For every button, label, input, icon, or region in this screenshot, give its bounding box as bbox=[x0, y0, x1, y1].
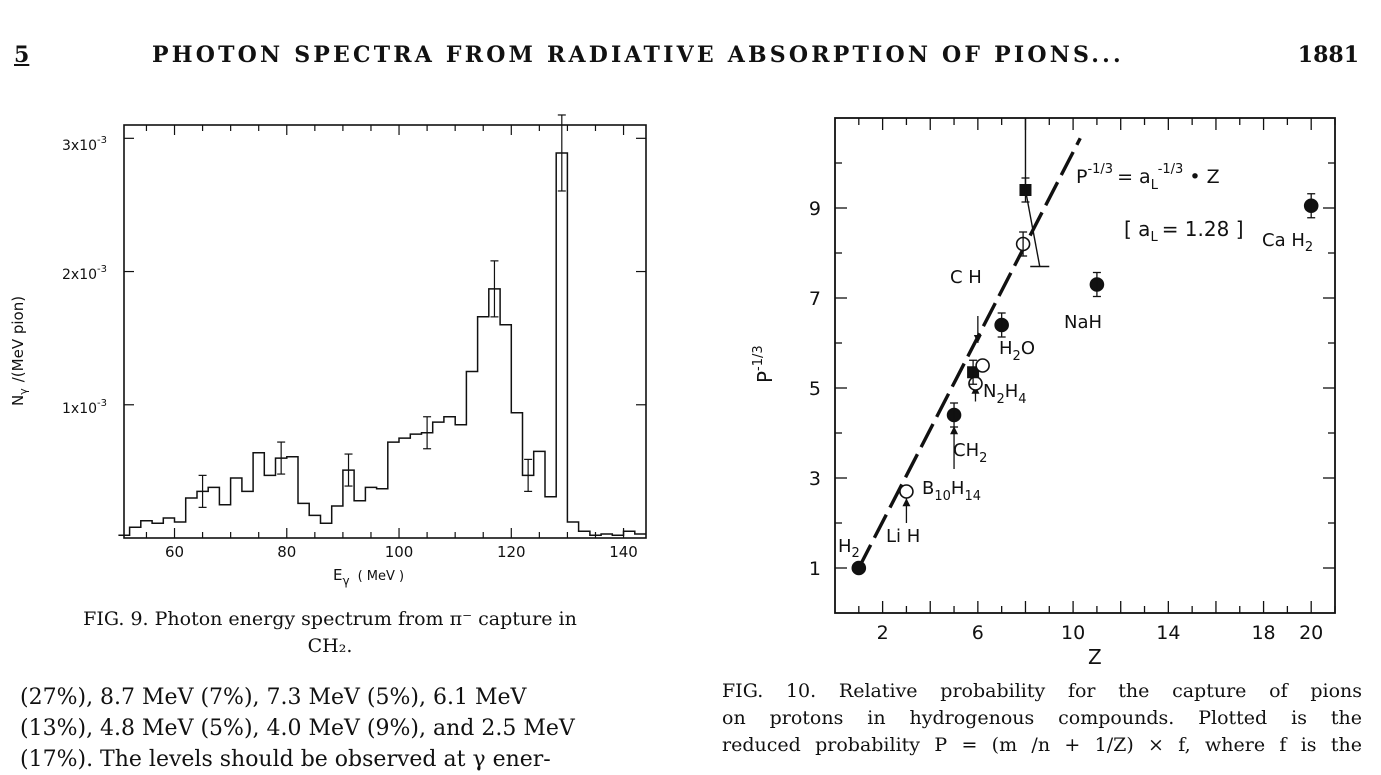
fig10-fit-line bbox=[857, 137, 1082, 569]
figure-10-caption-line: reduced probability P = (m /n + 1/Z) × f… bbox=[722, 734, 1362, 756]
fig10-frame bbox=[834, 117, 1336, 614]
label-h2: H2 bbox=[838, 536, 860, 561]
label-lih: Li H bbox=[886, 526, 920, 547]
figure-9-caption-line: FIG. 9. Photon energy spectrum from π⁻ c… bbox=[83, 608, 577, 630]
fig10-param: [ aL = 1.28 ] bbox=[1124, 217, 1244, 245]
fig9-ytick-2: 2x10-3 bbox=[62, 264, 107, 283]
fig10-xtick-label: 20 bbox=[1299, 622, 1323, 644]
label-ch2: CH2 bbox=[953, 440, 987, 466]
label-h2o: H2O bbox=[999, 338, 1035, 364]
fig10-xtick-label: 2 bbox=[877, 622, 889, 644]
page-number: 1881 bbox=[1297, 42, 1359, 68]
body-text-line: (13%), 4.8 MeV (5%), 4.0 MeV (9%), and 2… bbox=[20, 716, 575, 741]
fig10-xtick-label: 18 bbox=[1251, 622, 1275, 644]
fig10-ytick-label: 9 bbox=[809, 198, 821, 220]
fig9-frame bbox=[123, 124, 647, 539]
fig10-ytick-label: 3 bbox=[809, 468, 821, 490]
arrow-b10h14-head bbox=[950, 426, 959, 435]
fig10-fit-formula: P-1/3 = aL-1/3 • Z bbox=[1076, 162, 1220, 193]
running-title: PHOTON SPECTRA FROM RADIATIVE ABSORPTION… bbox=[152, 42, 1124, 68]
fig9-ytick-3: 3x10-3 bbox=[62, 135, 107, 154]
arrow-lih-head bbox=[902, 498, 911, 507]
figure-10-caption-line: FIG. 10. Relative probability for the ca… bbox=[722, 680, 1362, 702]
fig9-xlabel: Eγ( MeV ) bbox=[333, 566, 404, 588]
label-n2h4: N2H4 bbox=[983, 381, 1027, 407]
fig9-xtick-label: 100 bbox=[385, 543, 414, 561]
fig10-point bbox=[851, 560, 867, 576]
fig10-xlabel: Z bbox=[1088, 645, 1102, 669]
arrow-ch-head bbox=[973, 335, 982, 343]
fig9-xtick-label: 80 bbox=[277, 543, 296, 561]
fig10-xtick-label: 6 bbox=[972, 622, 984, 644]
fig10-xtick-label: 10 bbox=[1061, 622, 1085, 644]
figure-9-caption: FIG. 9. Photon energy spectrum from π⁻ c… bbox=[20, 606, 640, 660]
page-section-number: 5 bbox=[14, 42, 30, 68]
figure-10-caption-line: on protons in hydrogenous compounds. Plo… bbox=[722, 707, 1362, 729]
fig10-slant-line bbox=[1024, 189, 1041, 267]
fig9-spectrum-line bbox=[118, 152, 646, 537]
fig9-xtick-label: 120 bbox=[497, 543, 526, 561]
fig9-xtick-label: 140 bbox=[609, 543, 638, 561]
fig9-xtick-label: 60 bbox=[165, 543, 184, 561]
running-header: 5 PHOTON SPECTRA FROM RADIATIVE ABSORPTI… bbox=[0, 42, 1381, 72]
label-nah: NaH bbox=[1064, 312, 1102, 333]
figure-10-caption: FIG. 10. Relative probability for the ca… bbox=[722, 678, 1362, 759]
fig10-ytick-label: 7 bbox=[809, 288, 821, 310]
body-text: (27%), 8.7 MeV (7%), 7.3 MeV (5%), 6.1 M… bbox=[20, 682, 638, 775]
body-text-line: (27%), 8.7 MeV (7%), 7.3 MeV (5%), 6.1 M… bbox=[20, 685, 527, 710]
fig9-ylabel: Nγ/(MeV pion) bbox=[9, 296, 30, 406]
fig10-point bbox=[899, 484, 914, 499]
figure-9-caption-line: CH₂. bbox=[307, 635, 353, 657]
fig10-ylabel: P-1/3 bbox=[751, 345, 777, 383]
label-b10h14: B10H14 bbox=[922, 478, 981, 504]
fig10-xtick-label: 14 bbox=[1156, 622, 1180, 644]
fig10-ytick-label: 1 bbox=[809, 558, 821, 580]
fig9-ytick-1: 1x10-3 bbox=[62, 398, 107, 417]
label-cah2: Ca H2 bbox=[1262, 230, 1313, 255]
fig10-point bbox=[975, 358, 990, 373]
fig10-point bbox=[968, 376, 983, 391]
body-text-line: (17%). The levels should be observed at … bbox=[20, 747, 551, 772]
fig10-ytick-label: 5 bbox=[809, 378, 821, 400]
label-ch: C H bbox=[950, 267, 982, 288]
